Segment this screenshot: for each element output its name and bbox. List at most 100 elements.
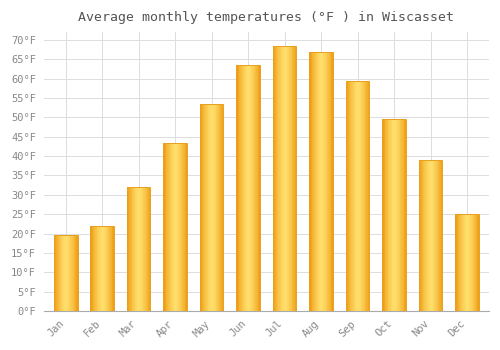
Bar <box>418 160 420 311</box>
Bar <box>165 142 166 311</box>
Bar <box>332 51 333 311</box>
Bar <box>468 214 469 311</box>
Bar <box>320 51 321 311</box>
Bar <box>104 226 106 311</box>
Bar <box>106 226 107 311</box>
Bar <box>252 65 253 311</box>
Bar <box>330 51 332 311</box>
Bar <box>284 46 286 311</box>
Bar <box>382 119 406 311</box>
Bar <box>168 142 169 311</box>
Bar <box>96 226 98 311</box>
Bar <box>386 119 387 311</box>
Bar <box>238 65 240 311</box>
Bar <box>282 46 283 311</box>
Bar <box>73 236 74 311</box>
Bar <box>350 80 351 311</box>
Bar <box>254 65 255 311</box>
Bar <box>317 51 318 311</box>
Bar <box>103 226 104 311</box>
Bar <box>204 104 206 311</box>
Bar <box>352 80 353 311</box>
Bar <box>318 51 320 311</box>
Bar <box>171 142 172 311</box>
Bar <box>405 119 406 311</box>
Bar <box>163 142 164 311</box>
Bar <box>368 80 370 311</box>
Bar <box>463 214 464 311</box>
Bar <box>274 46 275 311</box>
Bar <box>98 226 99 311</box>
Bar <box>218 104 220 311</box>
Bar <box>76 236 78 311</box>
Bar <box>241 65 242 311</box>
Bar <box>312 51 313 311</box>
Bar <box>367 80 368 311</box>
Bar <box>245 65 246 311</box>
Bar <box>215 104 216 311</box>
Bar <box>425 160 426 311</box>
Bar <box>133 187 134 311</box>
Bar <box>324 51 325 311</box>
Bar <box>70 236 71 311</box>
Bar <box>321 51 322 311</box>
Bar <box>213 104 214 311</box>
Bar <box>169 142 170 311</box>
Bar <box>310 51 311 311</box>
Bar <box>209 104 210 311</box>
Bar <box>69 236 70 311</box>
Bar <box>208 104 209 311</box>
Bar <box>329 51 330 311</box>
Bar <box>397 119 398 311</box>
Bar <box>166 142 167 311</box>
Bar <box>58 236 59 311</box>
Bar <box>75 236 76 311</box>
Bar <box>172 142 174 311</box>
Bar <box>134 187 136 311</box>
Bar <box>355 80 356 311</box>
Bar <box>433 160 434 311</box>
Bar <box>366 80 367 311</box>
Bar <box>363 80 364 311</box>
Bar <box>358 80 359 311</box>
Bar <box>392 119 393 311</box>
Bar <box>67 236 68 311</box>
Bar <box>353 80 354 311</box>
Bar <box>388 119 390 311</box>
Bar <box>400 119 401 311</box>
Bar <box>202 104 203 311</box>
Bar <box>250 65 251 311</box>
Bar <box>163 142 187 311</box>
Bar <box>430 160 432 311</box>
Bar <box>66 236 67 311</box>
Bar <box>210 104 211 311</box>
Bar <box>476 214 478 311</box>
Bar <box>62 236 64 311</box>
Title: Average monthly temperatures (°F ) in Wiscasset: Average monthly temperatures (°F ) in Wi… <box>78 11 454 24</box>
Bar <box>418 160 442 311</box>
Bar <box>249 65 250 311</box>
Bar <box>182 142 183 311</box>
Bar <box>275 46 276 311</box>
Bar <box>360 80 362 311</box>
Bar <box>221 104 222 311</box>
Bar <box>146 187 148 311</box>
Bar <box>455 214 456 311</box>
Bar <box>113 226 114 311</box>
Bar <box>74 236 75 311</box>
Bar <box>132 187 133 311</box>
Bar <box>175 142 176 311</box>
Bar <box>136 187 137 311</box>
Bar <box>309 51 333 311</box>
Bar <box>141 187 142 311</box>
Bar <box>460 214 462 311</box>
Bar <box>251 65 252 311</box>
Bar <box>248 65 249 311</box>
Bar <box>346 80 370 311</box>
Bar <box>458 214 459 311</box>
Bar <box>129 187 130 311</box>
Bar <box>351 80 352 311</box>
Bar <box>467 214 468 311</box>
Bar <box>222 104 224 311</box>
Bar <box>145 187 146 311</box>
